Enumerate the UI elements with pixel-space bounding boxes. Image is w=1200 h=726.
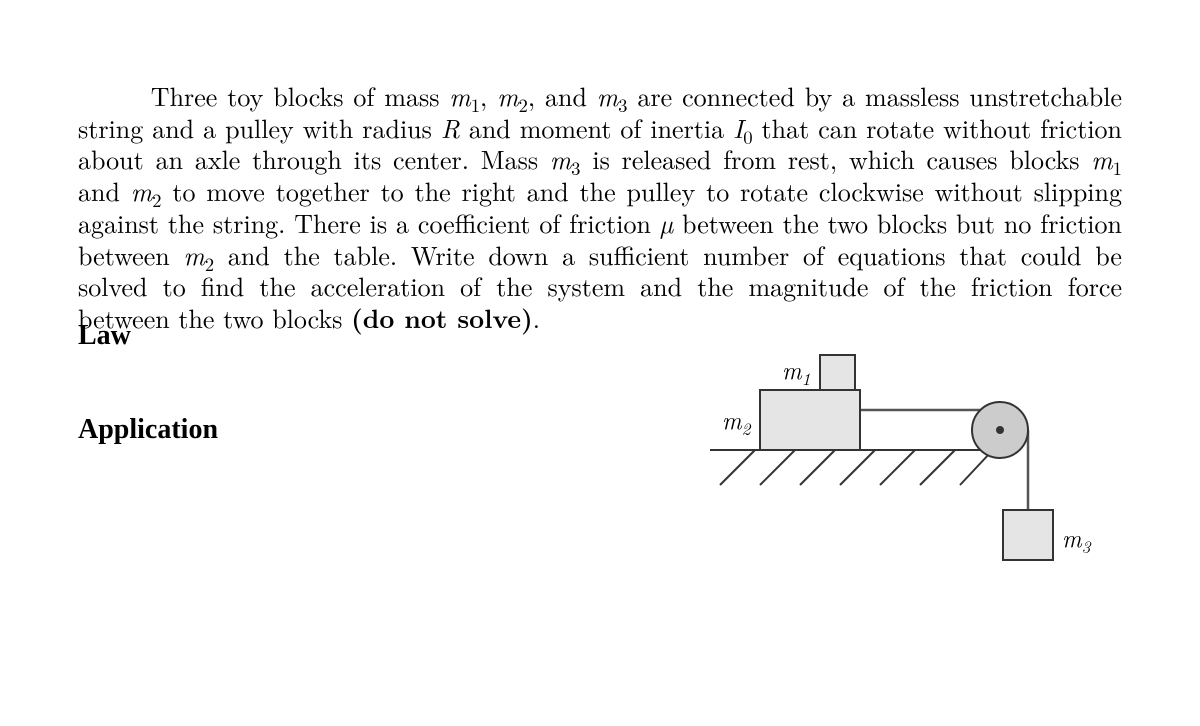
bold-instruction: (do not solve): [351, 299, 533, 336]
block-m3: [1003, 510, 1053, 560]
block-m2: [760, 390, 860, 450]
pulley-axle: [996, 426, 1004, 434]
table-hatching: [720, 450, 990, 485]
label-application: Application: [78, 414, 218, 446]
block-m1: [820, 355, 855, 390]
label-law: Law: [78, 320, 218, 352]
m2-sub: 2: [742, 417, 751, 441]
label-m3: m3: [1062, 520, 1090, 554]
answer-labels: Law Application: [78, 320, 218, 446]
page: Three toy blocks of mass m1, m2, and m3 …: [0, 0, 1200, 726]
label-m1: m1: [782, 352, 810, 386]
problem-statement: Three toy blocks of mass m1, m2, and m3 …: [78, 80, 1122, 334]
m1-sub: 1: [802, 367, 811, 391]
physics-diagram: m1 m2 m3: [700, 310, 1100, 610]
m3-sub: 3: [1082, 535, 1091, 559]
diagram-svg: [700, 310, 1100, 610]
label-m2: m2: [722, 402, 750, 436]
m2-var: m: [722, 402, 742, 436]
m3-var: m: [1062, 520, 1082, 554]
text: .: [533, 299, 540, 336]
m1-var: m: [782, 352, 802, 386]
